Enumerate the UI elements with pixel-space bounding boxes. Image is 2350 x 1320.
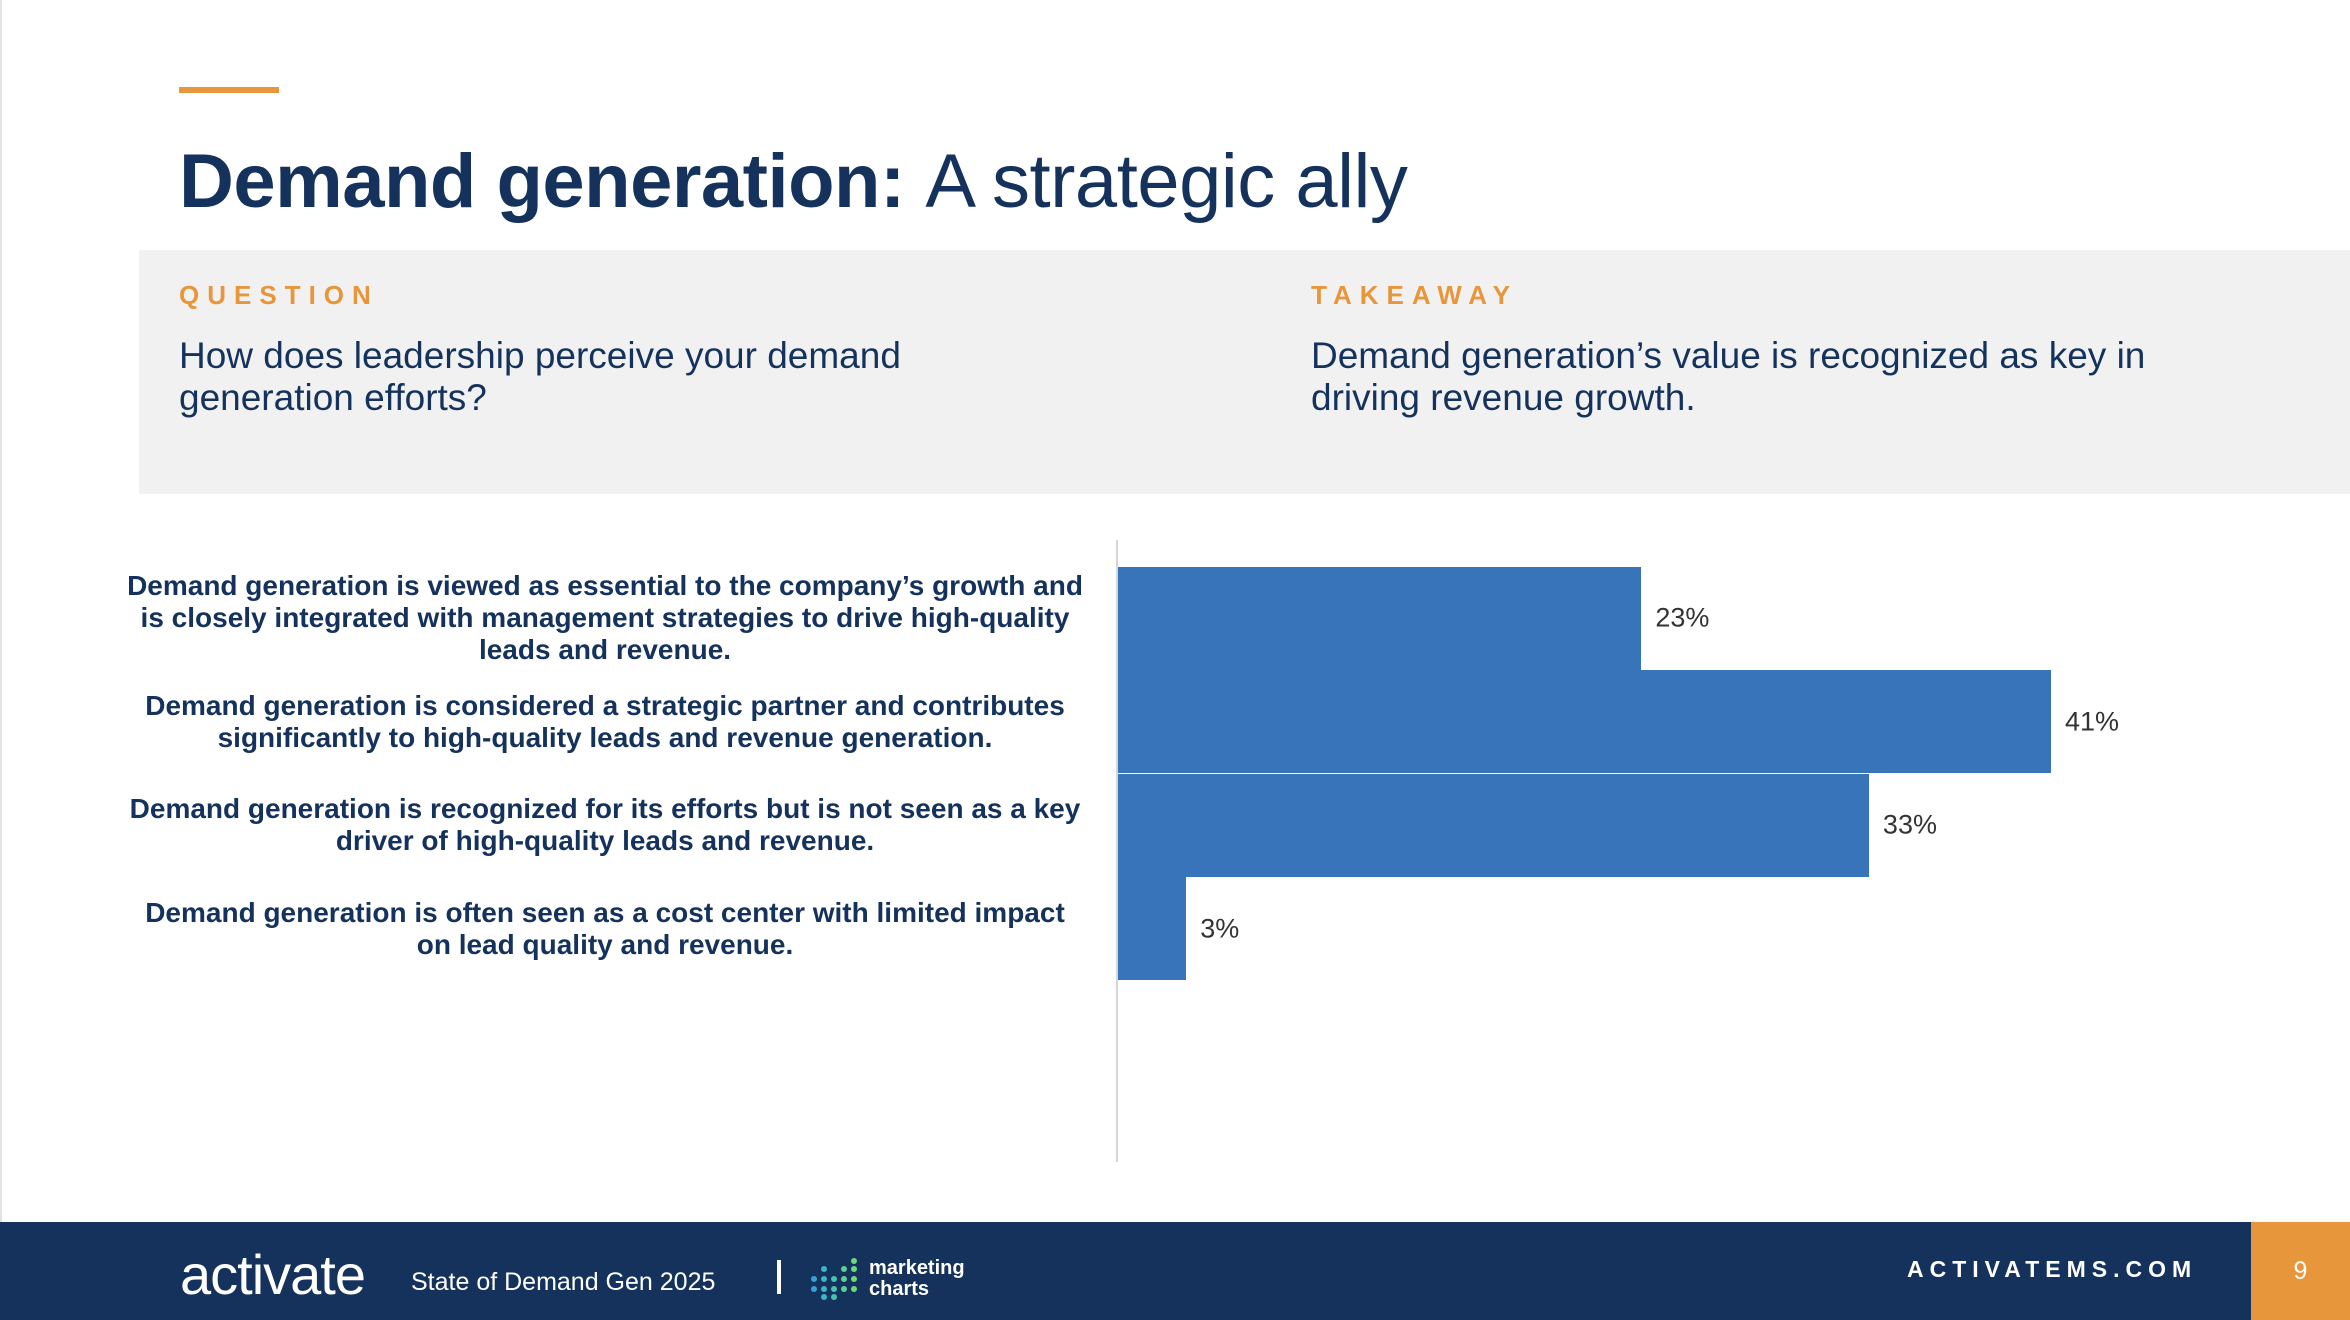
partner-line-1: marketing bbox=[869, 1257, 965, 1279]
bar bbox=[1118, 670, 2051, 773]
question-text: How does leadership perceive your demand… bbox=[179, 335, 901, 418]
bar bbox=[1118, 566, 1642, 670]
chart-axis-line bbox=[1116, 540, 1118, 1162]
page-number: 9 bbox=[2293, 1257, 2308, 1285]
partner-line-2: charts bbox=[869, 1278, 930, 1300]
bar-value-label: 41% bbox=[2064, 706, 2120, 736]
bar-value-label: 3% bbox=[1200, 913, 1240, 943]
bar-value-label: 33% bbox=[1882, 809, 1937, 840]
category-label: Demand generation is considered a strate… bbox=[145, 689, 1065, 753]
takeaway-label: TAKEAWAY bbox=[1311, 280, 1519, 310]
bar bbox=[1118, 877, 1187, 980]
takeaway-text: Demand generation’s value is recognized … bbox=[1311, 335, 2146, 418]
footer-separator bbox=[777, 1260, 781, 1294]
left-border-rule bbox=[0, 0, 2, 1222]
question-label: QUESTION bbox=[179, 280, 379, 310]
title-accent-bar bbox=[179, 87, 279, 93]
category-label: Demand generation is viewed as essential… bbox=[127, 570, 1083, 665]
marketing-charts-logo-text: marketing charts bbox=[869, 1258, 965, 1300]
category-label: Demand generation is recognized for its … bbox=[129, 793, 1081, 856]
question-block: QUESTION How does leadership perceive yo… bbox=[179, 280, 1079, 419]
footer-bar: activate State of Demand Gen 2025 market… bbox=[0, 1222, 2350, 1320]
report-title: State of Demand Gen 2025 bbox=[411, 1268, 716, 1296]
page-number-box: 9 bbox=[2251, 1222, 2350, 1320]
page-title: Demand generation: A strategic ally bbox=[179, 138, 1408, 225]
category-label: Demand generation is often seen as a cos… bbox=[145, 896, 1065, 960]
title-light-part: A strategic ally bbox=[925, 139, 1408, 224]
title-bold-part: Demand generation: bbox=[179, 139, 905, 224]
activate-logo: activate bbox=[180, 1243, 366, 1306]
takeaway-block: TAKEAWAY Demand generation’s value is re… bbox=[1311, 280, 2211, 419]
bar bbox=[1118, 773, 1869, 877]
leadership-perception-bar-chart: Demand generation is viewed as essential… bbox=[0, 540, 2350, 1165]
marketing-charts-dots-icon bbox=[811, 1258, 857, 1300]
bar-value-label: 23% bbox=[1655, 602, 1710, 633]
site-url: ACTIVATEMS.COM bbox=[1907, 1256, 2198, 1282]
question-takeaway-panel: QUESTION How does leadership perceive yo… bbox=[139, 250, 2350, 494]
